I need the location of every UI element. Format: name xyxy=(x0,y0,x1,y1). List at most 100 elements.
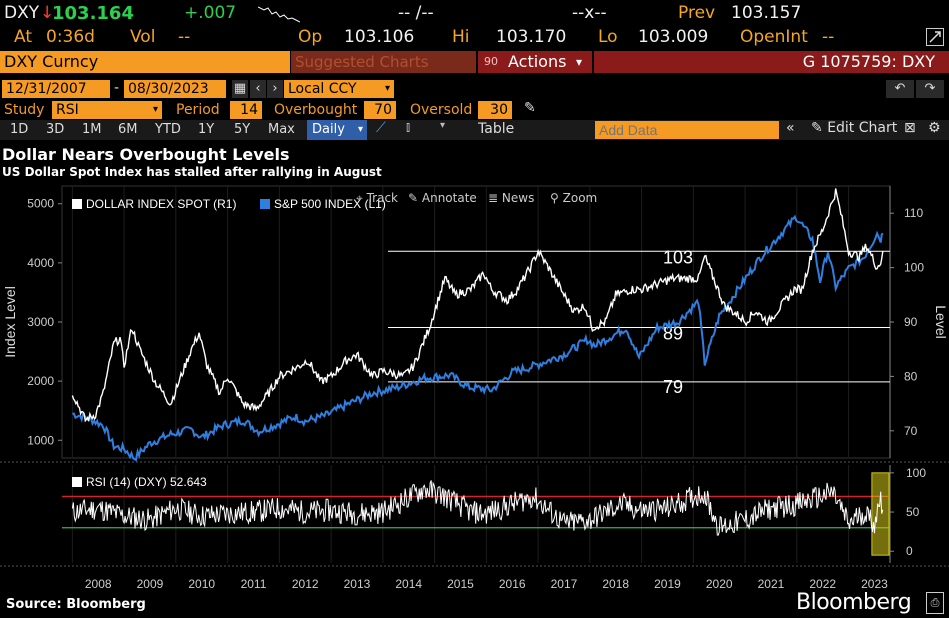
frequency-select[interactable]: Daily ▾ xyxy=(307,120,367,140)
bid-ask: -- /-- xyxy=(398,3,434,23)
oversold-label: Oversold xyxy=(410,102,473,118)
rsi-tick-label: 50 xyxy=(906,505,920,519)
legend-label-spx: S&P 500 INDEX (L1) xyxy=(274,197,386,211)
x-tick-label: 2020 xyxy=(706,577,733,591)
expand-icon[interactable] xyxy=(926,28,944,46)
suggested-charts-button[interactable]: Suggested Charts xyxy=(291,51,476,73)
source-label: Source: Bloomberg xyxy=(6,597,146,612)
timeframe-6m-button[interactable]: 6M xyxy=(118,122,138,137)
y-left-axis-title: Index Level xyxy=(2,286,18,358)
undo-icon[interactable]: ↶ xyxy=(886,80,914,98)
chevron-left-icon[interactable]: ‹ xyxy=(250,80,266,98)
currency-select[interactable]: Local CCY ▾ xyxy=(284,80,394,98)
table-button[interactable]: Table xyxy=(478,121,515,137)
period-field[interactable]: 14 xyxy=(230,101,262,119)
last-price: 103.164 xyxy=(52,3,134,24)
x-tick-label: 2010 xyxy=(188,577,215,591)
timeframe-1m-button[interactable]: 1M xyxy=(82,122,102,137)
timeframe-5y-button[interactable]: 5Y xyxy=(234,122,251,137)
collapse-icon[interactable]: « xyxy=(786,120,795,136)
open-value: 103.106 xyxy=(344,27,415,47)
reference-label-103: 103 xyxy=(663,247,693,267)
add-data-input[interactable] xyxy=(595,121,779,139)
actions-menu[interactable]: 90 Actions ▾ xyxy=(478,51,592,73)
quote-row-2: At 0:36d Vol -- Op 103.106 Hi 103.170 Lo… xyxy=(0,27,949,49)
oversold-field[interactable]: 30 xyxy=(478,101,512,119)
bid-ask-size: --x-- xyxy=(572,3,607,23)
x-tick-label: 2011 xyxy=(241,577,267,591)
zoom-tool[interactable]: ⚲ Zoom xyxy=(550,191,597,205)
spx-series-line xyxy=(72,214,884,462)
end-date-field[interactable]: 08/30/2023 xyxy=(124,80,226,98)
overbought-field[interactable]: 70 xyxy=(364,101,396,119)
rsi-tick-label: 100 xyxy=(906,466,926,480)
news-tool[interactable]: ≣ News xyxy=(488,191,534,205)
page-id: G 1075759: DXY xyxy=(594,51,949,73)
net-change: +.007 xyxy=(184,3,237,23)
timeframe-3d-button[interactable]: 3D xyxy=(46,122,65,137)
chart-subtitle: US Dollar Spot Index has stalled after r… xyxy=(2,165,382,179)
prev-value: 103.157 xyxy=(731,3,802,23)
timeframe-1d-button[interactable]: 1D xyxy=(10,122,29,137)
export-icon[interactable]: ⎙ xyxy=(926,592,944,614)
at-value: 0:36d xyxy=(46,27,95,47)
reference-label-89: 89 xyxy=(663,323,683,343)
high-label: Hi xyxy=(452,27,470,47)
x-tick-label: 2013 xyxy=(344,577,371,591)
annotate-label: Annotate xyxy=(421,191,477,205)
timeframe-1y-button[interactable]: 1Y xyxy=(198,122,215,137)
chevron-down-icon: ▾ xyxy=(576,55,583,69)
timeframe-max-button[interactable]: Max xyxy=(268,122,295,137)
x-tick-label: 2009 xyxy=(137,577,164,591)
period-label: Period xyxy=(176,102,220,118)
chevron-right-icon[interactable]: › xyxy=(267,80,283,98)
currency-value: Local CCY xyxy=(288,81,357,97)
y-left-tick-label: 3000 xyxy=(27,315,54,329)
x-tick-label: 2019 xyxy=(654,577,681,591)
sparkline-icon xyxy=(258,6,300,23)
legend-swatch-rsi xyxy=(72,477,82,487)
security-field[interactable]: DXY Curncy xyxy=(0,51,290,73)
vol-value: -- xyxy=(178,27,191,47)
study-select[interactable]: RSI ▾ xyxy=(52,101,162,119)
track-tool[interactable]: ⌖ Track xyxy=(356,191,398,206)
pencil-icon[interactable]: ✎ xyxy=(524,100,536,116)
crosshair-icon: ⌖ xyxy=(356,191,363,205)
annotate-tool[interactable]: ✎ Annotate xyxy=(408,191,477,205)
start-date-field[interactable]: 12/31/2007 xyxy=(2,80,110,98)
settings-icon[interactable]: ⚙ xyxy=(928,120,941,136)
timeframe-ytd-button[interactable]: YTD xyxy=(155,122,181,137)
redo-icon[interactable]: ↷ xyxy=(916,80,944,98)
x-tick-label: 2015 xyxy=(447,577,474,591)
x-tick-label: 2008 xyxy=(85,577,112,591)
zoom-label: Zoom xyxy=(562,191,598,205)
legend-swatch-dxy xyxy=(72,199,82,209)
edit-chart-button[interactable]: ✎ Edit Chart xyxy=(811,120,898,136)
date-separator: - xyxy=(114,80,120,96)
chart-title: Dollar Nears Overbought Levels xyxy=(2,145,290,164)
y-right-tick-label: 80 xyxy=(904,369,918,383)
actions-code: 90 xyxy=(484,55,498,68)
news-icon: ≣ xyxy=(488,191,499,205)
at-label: At xyxy=(14,27,32,47)
x-tick-label: 2017 xyxy=(551,577,578,591)
calendar-icon[interactable]: ▦ xyxy=(232,80,248,98)
pencil-icon: ✎ xyxy=(408,191,419,205)
y-right-tick-label: 110 xyxy=(904,206,923,220)
chart-area[interactable]: 2008 2009 2010 2011 2012 2013 2014 2015 2016 2017… xyxy=(0,180,949,618)
x-tick-label: 2018 xyxy=(602,577,629,591)
bar-chart-icon[interactable]: ⫾ xyxy=(406,120,411,135)
openint-value: -- xyxy=(822,27,835,47)
chevron-down-icon: ▾ xyxy=(152,104,158,115)
edit-icon[interactable]: ⊠ xyxy=(904,120,916,136)
x-tick-label: 2021 xyxy=(758,577,785,591)
study-value: RSI xyxy=(56,102,79,118)
dxy-series-line xyxy=(71,188,884,423)
chevron-down-icon[interactable]: ▾ xyxy=(440,120,446,131)
overbought-label: Overbought xyxy=(274,102,358,118)
y-right-tick-label: 100 xyxy=(904,261,924,275)
line-chart-icon[interactable]: ⟋ xyxy=(376,120,386,136)
low-label: Lo xyxy=(598,27,618,47)
rsi-tick-label: 0 xyxy=(906,544,913,558)
y-right-tick-label: 90 xyxy=(904,315,918,329)
